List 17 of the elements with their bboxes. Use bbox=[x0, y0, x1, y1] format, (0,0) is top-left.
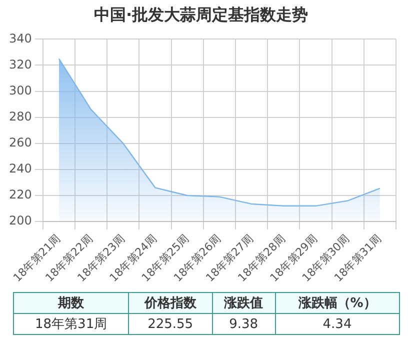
text: 价格指数 bbox=[128, 292, 212, 314]
y-tick-label: 260 bbox=[9, 136, 32, 150]
text: 期数 bbox=[14, 292, 129, 314]
y-tick-label: 320 bbox=[9, 57, 32, 72]
y-tick-label: 200 bbox=[9, 214, 32, 228]
y-tick-label: 340 bbox=[9, 31, 32, 46]
text: 涨跌值 bbox=[212, 292, 276, 314]
y-tick-label: 280 bbox=[9, 109, 32, 124]
text: 18年第31周 bbox=[14, 314, 129, 334]
text: 涨跌幅（%） bbox=[275, 292, 400, 314]
y-tick-label: 240 bbox=[9, 162, 32, 176]
y-tick-label: 220 bbox=[9, 188, 32, 202]
text: 9.38 bbox=[212, 314, 276, 334]
y-tick-label: 300 bbox=[9, 83, 32, 98]
chart-title: 中国·批发大蒜周定基指数走势 bbox=[94, 4, 308, 24]
text: 225.55 bbox=[128, 314, 212, 334]
text: 4.34 bbox=[275, 314, 400, 334]
